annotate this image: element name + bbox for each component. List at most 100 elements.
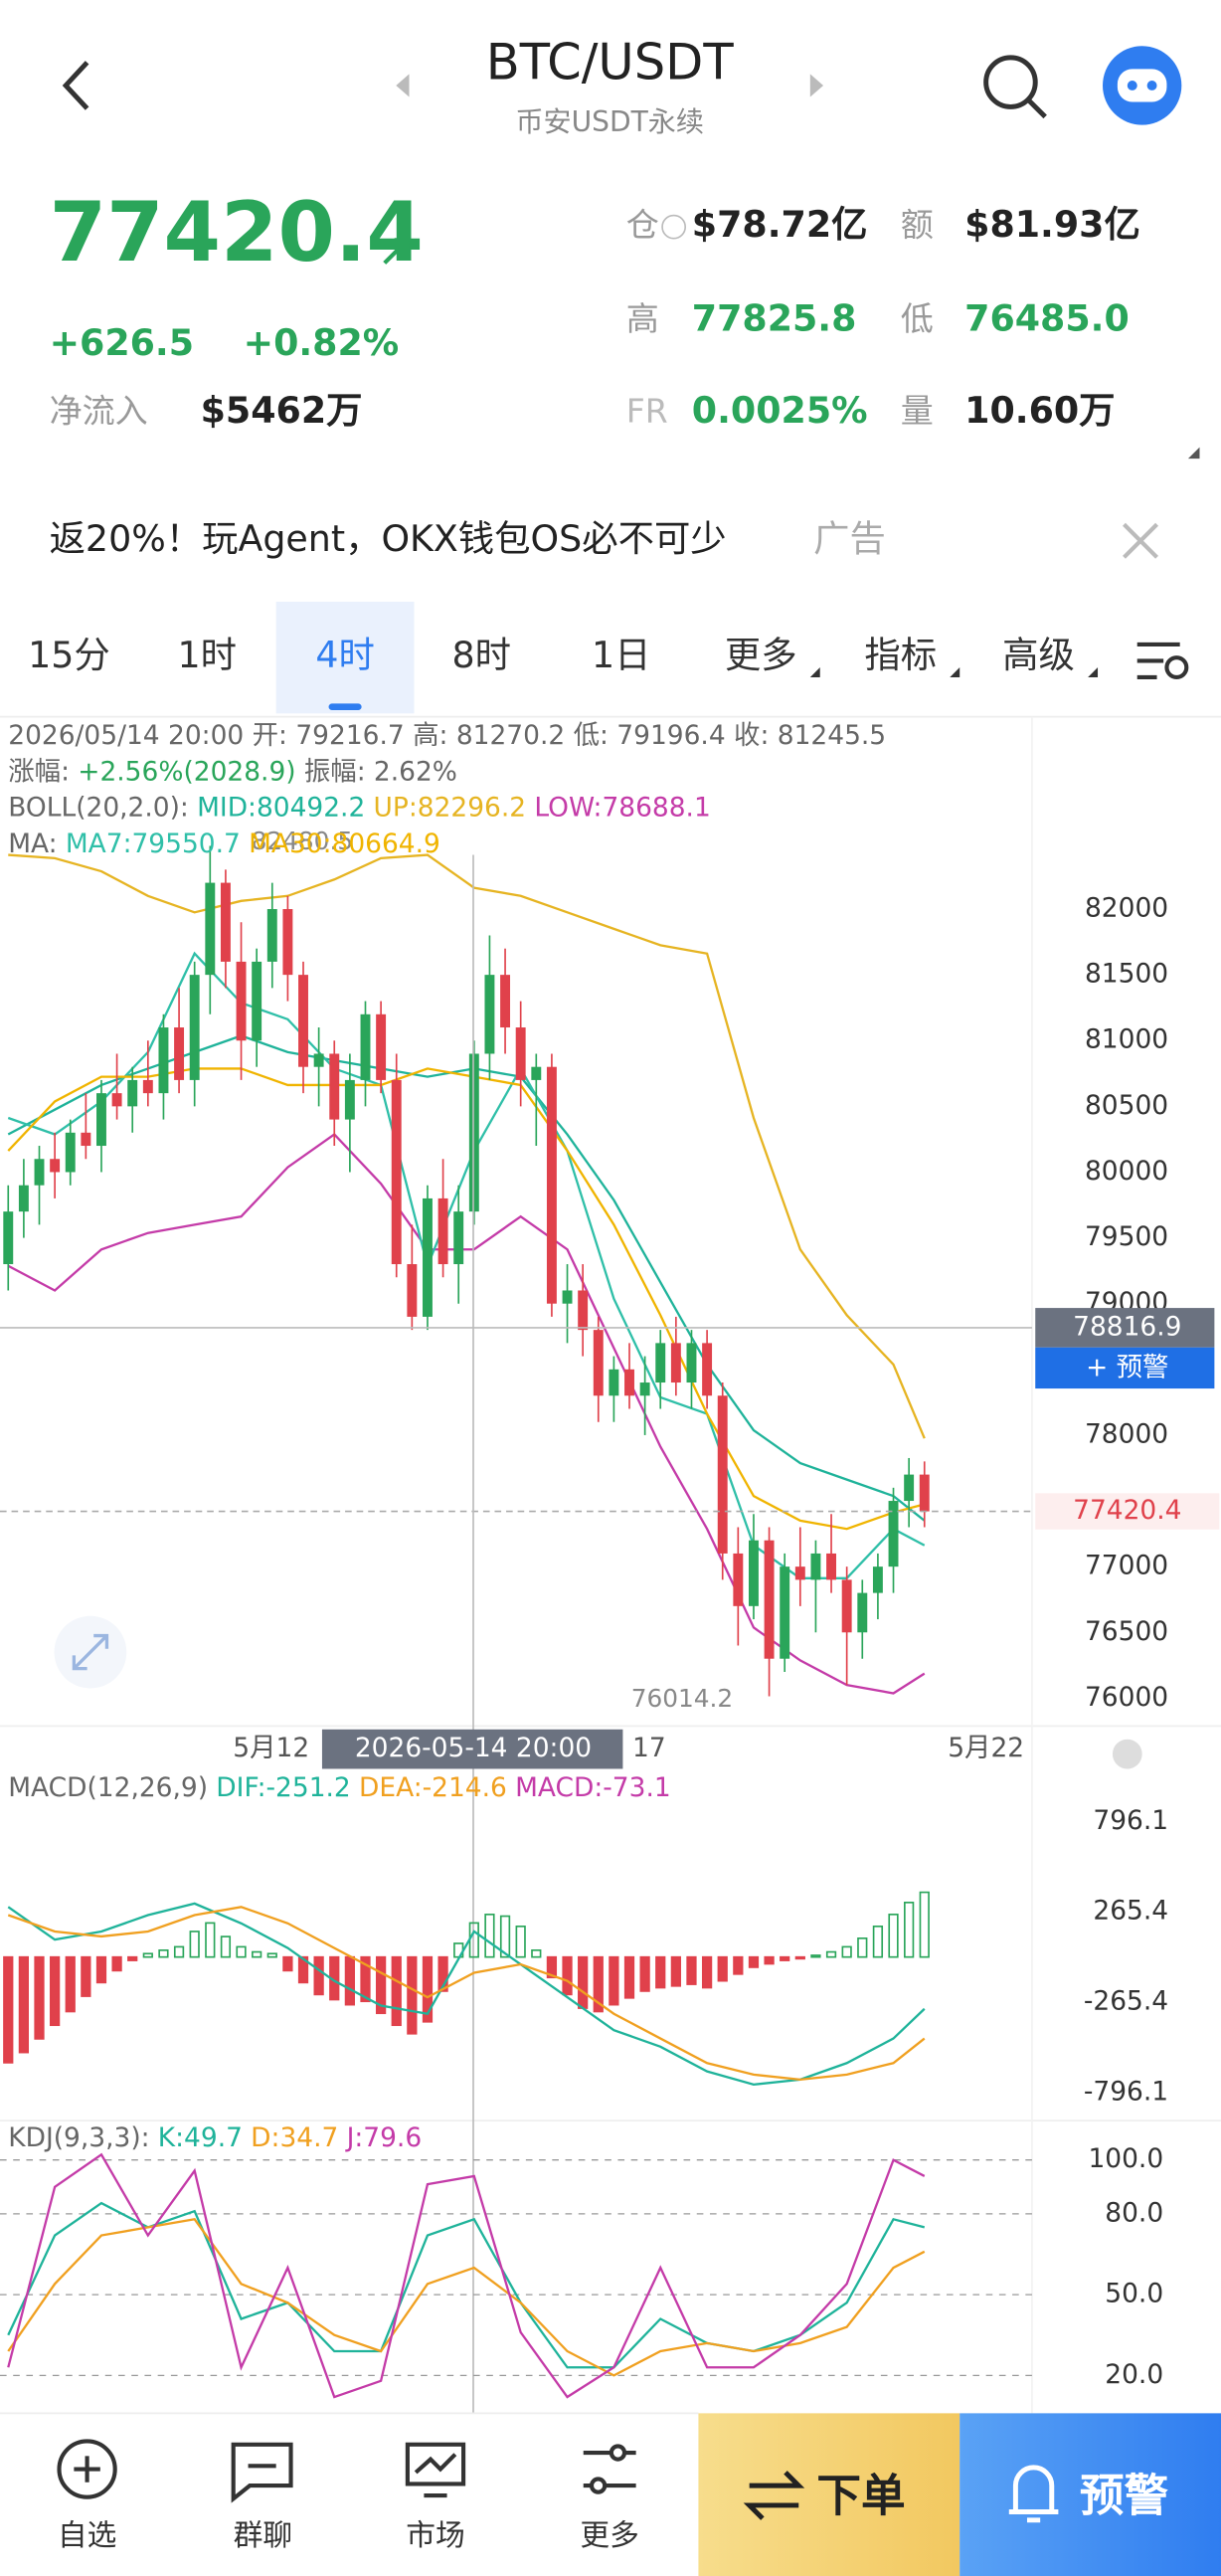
macd-bar — [655, 1955, 666, 1989]
prev-arrow[interactable] — [396, 74, 410, 97]
macd-bar — [609, 1955, 619, 2006]
nav-label[interactable]: 群聊 — [234, 2518, 293, 2553]
expand-corner[interactable] — [1187, 447, 1200, 460]
y-tick-label: 81000 — [1085, 1024, 1168, 1055]
macd-bar — [205, 1922, 216, 1958]
low: 76485.0 — [964, 296, 1130, 339]
low-label: 低 — [901, 299, 934, 338]
legend-entry: MA30:80664.9 — [249, 828, 440, 859]
vol: 10.60万 — [964, 389, 1115, 432]
y-tick-label: 796.1 — [1093, 1805, 1168, 1836]
legend-entry: +2.56%(2028.9) — [78, 756, 295, 787]
candle-body — [65, 1132, 76, 1173]
fav-icon[interactable] — [57, 2439, 117, 2499]
y-tick-label: 20.0 — [1105, 2359, 1163, 2390]
settings-icon[interactable] — [1136, 642, 1189, 680]
macd-bar — [344, 1955, 355, 2006]
macd-bar — [578, 1955, 589, 2009]
y-tick-label: 100.0 — [1088, 2143, 1163, 2174]
macd-bar — [919, 1891, 930, 1958]
tab[interactable]: 8时 — [452, 634, 511, 676]
legend-entry: BOLL(20,2.0): — [8, 793, 189, 824]
oi-label: 仓 — [626, 206, 659, 245]
last-price-label: 77420.4 — [1073, 1495, 1181, 1526]
indicator-line — [7, 1906, 926, 2082]
oi: $78.72亿 — [692, 203, 868, 246]
macd-bar — [872, 1926, 884, 1958]
macd-bar — [34, 1955, 45, 2040]
high: 77825.8 — [692, 296, 857, 339]
change: +626.5 — [50, 321, 194, 364]
macd-bar — [841, 1945, 852, 1958]
macd-bar — [888, 1914, 899, 1958]
tab-underline — [328, 703, 362, 711]
macd-bar — [437, 1955, 448, 1992]
legend-entry: MACD:-73.1 — [515, 1772, 671, 1803]
legend-entry: LOW:78688.1 — [534, 793, 710, 824]
macd-bar — [142, 1952, 153, 1958]
y-tick-label: 82000 — [1085, 893, 1168, 924]
nav-label[interactable]: 自选 — [58, 2518, 117, 2553]
order-button[interactable] — [698, 2413, 960, 2576]
candle-body — [360, 1013, 371, 1080]
nav-label[interactable]: 更多 — [580, 2518, 639, 2553]
macd-bar — [701, 1955, 713, 1989]
macd-bar — [825, 1950, 837, 1958]
market-icon[interactable] — [405, 2442, 466, 2498]
info-icon[interactable] — [661, 214, 687, 240]
candle-body — [81, 1132, 91, 1147]
candle-body — [531, 1066, 542, 1080]
order-label[interactable]: 下单 — [816, 2470, 905, 2521]
candle-body — [376, 1013, 387, 1080]
bell-icon — [1008, 2465, 1059, 2523]
macd-bar — [127, 1955, 138, 1961]
avatar[interactable] — [1103, 46, 1182, 125]
alert-button[interactable] — [959, 2413, 1221, 2576]
tab[interactable]: 1日 — [592, 634, 650, 676]
expand-icon[interactable] — [54, 1615, 127, 1689]
alert-box[interactable] — [1035, 1347, 1215, 1389]
indicator-line — [7, 951, 926, 1579]
candle-body — [205, 882, 216, 976]
tab[interactable]: 1时 — [177, 634, 236, 676]
macd-bar — [266, 1952, 277, 1958]
alert-label[interactable]: 预警 — [1080, 2470, 1169, 2521]
indicator-line — [7, 2201, 926, 2369]
candle-body — [702, 1343, 713, 1396]
candle-body — [780, 1566, 790, 1659]
tab[interactable]: 指标 — [864, 634, 937, 676]
tab[interactable]: 4时 — [315, 634, 374, 676]
ad-text[interactable]: 返20%！玩Agent，OKX钱包OS必不可少 — [50, 517, 727, 560]
close-ad[interactable] — [1123, 522, 1159, 559]
chat-icon[interactable] — [231, 2442, 293, 2503]
macd-bar — [857, 1937, 868, 1958]
macd-bar — [593, 1955, 604, 2013]
y-tick-label: 80500 — [1085, 1090, 1168, 1121]
back-button[interactable] — [62, 61, 89, 110]
tab[interactable]: 高级 — [1002, 634, 1075, 676]
more-icon[interactable] — [583, 2444, 636, 2494]
legend-entry: MACD(12,26,9) — [8, 1772, 208, 1803]
candle-body — [578, 1290, 589, 1331]
tab[interactable]: 15分 — [28, 634, 110, 676]
y-tick-label: 265.4 — [1093, 1896, 1168, 1927]
tab[interactable]: 更多 — [725, 634, 797, 676]
y-tick-label: 78000 — [1085, 1418, 1168, 1449]
next-arrow[interactable] — [809, 74, 824, 97]
tab-selected-bg — [275, 601, 415, 714]
candle-body — [546, 1066, 557, 1304]
nav-label[interactable]: 市场 — [406, 2518, 465, 2553]
y-tick-label: 76500 — [1085, 1616, 1168, 1647]
last-price-box — [1035, 1493, 1220, 1530]
y-tick-label: 81500 — [1085, 959, 1168, 990]
macd-bar — [623, 1955, 635, 1999]
search-icon[interactable] — [983, 55, 1047, 119]
candle-body — [407, 1264, 418, 1317]
ad-tag: 广告 — [813, 517, 886, 560]
macd-bar — [670, 1955, 681, 1987]
fr-label: FR — [626, 391, 668, 430]
netflow-label: 净流入 — [50, 391, 148, 430]
scroll-end-button[interactable] — [1112, 1739, 1142, 1769]
crosshair-time: 2026-05-14 20:00 — [355, 1733, 592, 1763]
macd-bar — [546, 1955, 558, 1979]
